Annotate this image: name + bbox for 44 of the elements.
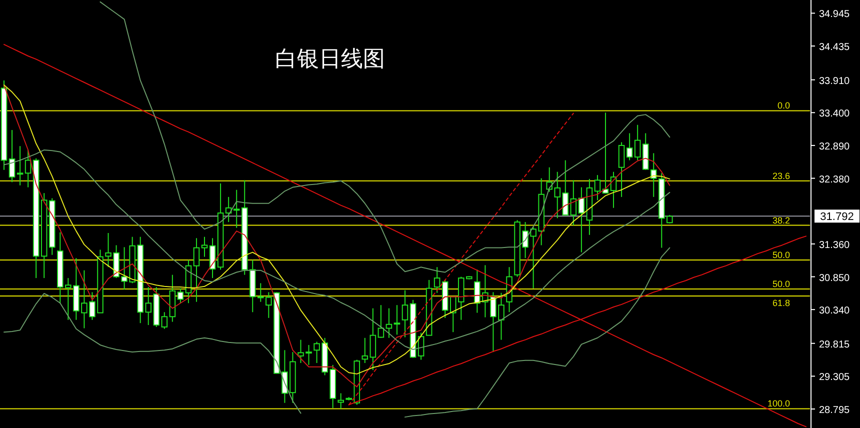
candlestick	[362, 337, 368, 364]
candlestick	[386, 308, 392, 338]
y-tick-label: 34.945	[819, 9, 850, 20]
line-series	[100, 1, 670, 273]
y-tick-label: 32.380	[819, 174, 850, 186]
y-tick-label: 30.340	[819, 306, 850, 317]
y-tick-label: 33.400	[819, 108, 850, 120]
candlestick	[402, 290, 408, 338]
candlestick	[8, 130, 16, 183]
y-tick-label: 33.910	[819, 76, 850, 87]
candlestick	[594, 174, 601, 201]
candlestick	[233, 189, 240, 228]
y-tick-label: 32.890	[819, 141, 850, 152]
line-series	[4, 44, 806, 428]
annotation: 61.8	[772, 298, 790, 308]
candlestick	[394, 304, 400, 336]
candlestick	[434, 266, 440, 294]
annotation: 50.0	[772, 250, 790, 260]
candlestick	[626, 132, 633, 161]
candlestick	[161, 312, 168, 330]
candlestick	[16, 146, 24, 186]
annotation: 100.0	[767, 398, 790, 409]
y-tick-label: 28.795	[819, 405, 850, 416]
text: 白银日线图	[275, 47, 385, 72]
annotation: 50.0	[772, 278, 790, 289]
candlestick	[338, 392, 344, 410]
y-tick-label: 29.815	[819, 339, 850, 350]
candlestick	[578, 186, 585, 253]
candlestick	[378, 304, 384, 338]
candlestick	[193, 238, 200, 302]
annotation: 0.0	[777, 100, 790, 111]
candlestick	[177, 288, 184, 304]
y-tick-label: 30.850	[819, 272, 850, 284]
candlestick	[618, 142, 625, 198]
candlestick	[201, 236, 208, 258]
y-tick-label: 31.360	[819, 240, 850, 251]
candlestick	[370, 308, 376, 371]
ref-line-label: 31.792	[820, 211, 854, 224]
annotation: 23.6	[772, 170, 790, 181]
y-tick-label: 34.435	[819, 42, 850, 54]
y-tick-label: 29.305	[819, 372, 850, 384]
candlestick	[24, 149, 32, 188]
candlestick	[634, 124, 641, 161]
annotation: 38.2	[772, 215, 790, 226]
